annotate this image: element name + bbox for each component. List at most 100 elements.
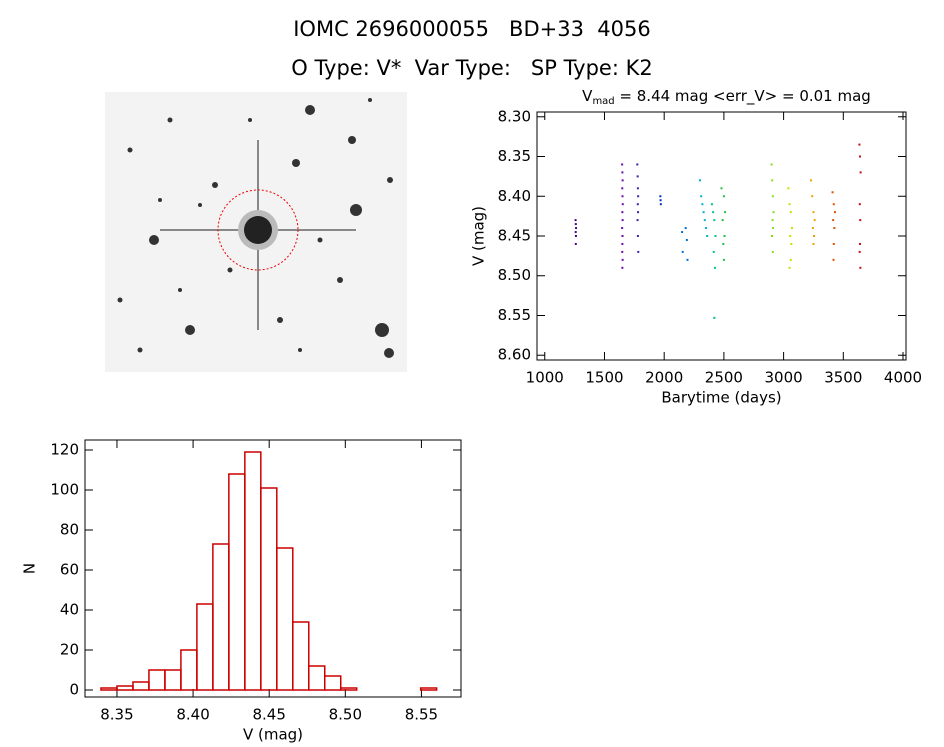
data-point — [636, 235, 639, 237]
y-tick-label: 120 — [50, 441, 79, 459]
data-point — [812, 211, 815, 214]
data-point — [832, 203, 835, 206]
data-point — [636, 219, 639, 222]
data-point — [832, 242, 835, 245]
title-text: V — [582, 87, 593, 105]
data-point — [771, 235, 774, 237]
data-point — [621, 242, 624, 245]
x-tick-label: 8.50 — [329, 706, 362, 724]
y-tick-label: 8.40 — [498, 187, 531, 205]
x-tick-label: 3500 — [824, 369, 862, 387]
histogram-bar — [228, 473, 246, 691]
histogram-bar — [244, 451, 262, 691]
chart-title: Vmad = 8.44 mag <err_V> = 0.01 mag — [582, 87, 871, 108]
data-point — [812, 242, 815, 245]
y-axis-label: V (mag) — [470, 206, 488, 266]
y-tick-label: 8.45 — [498, 227, 531, 245]
data-point — [712, 250, 715, 253]
data-point — [574, 223, 577, 226]
data-point — [574, 242, 577, 245]
x-tick-label: 8.40 — [176, 706, 209, 724]
data-point — [621, 163, 624, 166]
data-point — [859, 242, 862, 245]
data-point — [621, 195, 624, 198]
title-subscript: mad — [592, 96, 614, 107]
plot-frame — [84, 439, 462, 698]
data-point — [574, 235, 577, 237]
x-tick-label: 1500 — [585, 369, 623, 387]
data-point — [790, 242, 793, 245]
x-tick-label: 8.45 — [252, 706, 285, 724]
data-point — [621, 203, 624, 206]
data-point — [788, 266, 791, 269]
histogram-bar — [292, 621, 310, 691]
x-tick-label: 8.35 — [100, 706, 133, 724]
data-point — [859, 171, 862, 174]
x-tick-label: 4000 — [884, 369, 922, 387]
y-tick-label: 8.30 — [498, 107, 531, 125]
data-point — [790, 227, 793, 230]
y-tick-label: 80 — [60, 521, 79, 539]
data-point — [832, 258, 835, 261]
data-point — [637, 195, 640, 198]
histogram-bar — [148, 669, 166, 691]
histogram-bar — [164, 669, 182, 691]
data-point — [810, 179, 813, 182]
data-point — [787, 187, 790, 190]
data-point — [714, 235, 717, 237]
data-point — [681, 250, 684, 253]
data-point — [770, 163, 773, 166]
data-point — [712, 211, 715, 214]
data-point — [636, 175, 639, 178]
y-tick-label: 8.50 — [498, 266, 531, 284]
y-tick-label: 100 — [50, 481, 79, 499]
y-tick-label: 8.35 — [498, 147, 531, 165]
histogram-bar — [132, 681, 150, 691]
y-tick-label: 40 — [60, 601, 79, 619]
data-point — [686, 258, 689, 261]
data-point — [831, 191, 834, 194]
data-point — [723, 235, 726, 237]
data-point — [699, 179, 702, 182]
data-point — [789, 235, 792, 237]
data-point — [813, 235, 816, 237]
data-point — [724, 211, 727, 214]
data-point — [771, 250, 774, 253]
data-point — [858, 250, 861, 253]
title-text: = 8.44 mag <err_V> = 0.01 mag — [615, 87, 871, 106]
data-point — [713, 316, 716, 319]
data-point — [722, 242, 725, 245]
page-subtitle: O Type: V* Var Type: SP Type: K2 — [291, 56, 652, 80]
y-axis-label: N — [21, 563, 39, 574]
y-tick-label: 8.60 — [498, 346, 531, 364]
data-point — [659, 199, 662, 202]
histogram-bar — [260, 487, 278, 691]
data-point — [636, 163, 639, 166]
data-point — [771, 179, 774, 182]
data-point — [621, 187, 624, 190]
x-tick-label: 1000 — [526, 369, 564, 387]
data-point — [811, 195, 814, 198]
data-point — [704, 227, 707, 230]
data-point — [706, 235, 709, 237]
data-point — [813, 219, 816, 222]
histogram-bar — [276, 547, 294, 691]
data-point — [720, 187, 723, 190]
data-point — [621, 211, 624, 214]
data-point — [811, 227, 814, 230]
data-point — [833, 211, 836, 214]
plot-frame — [536, 111, 907, 361]
data-point — [621, 235, 624, 237]
x-tick-label: 2500 — [705, 369, 743, 387]
data-point — [684, 227, 687, 230]
data-point — [700, 195, 703, 198]
data-point — [621, 266, 624, 269]
data-point — [681, 231, 684, 234]
x-tick-label: 2000 — [645, 369, 683, 387]
data-point — [858, 143, 861, 146]
histogram-bar — [339, 687, 358, 691]
data-point — [685, 238, 688, 241]
data-point — [659, 195, 662, 198]
data-point — [772, 227, 775, 230]
